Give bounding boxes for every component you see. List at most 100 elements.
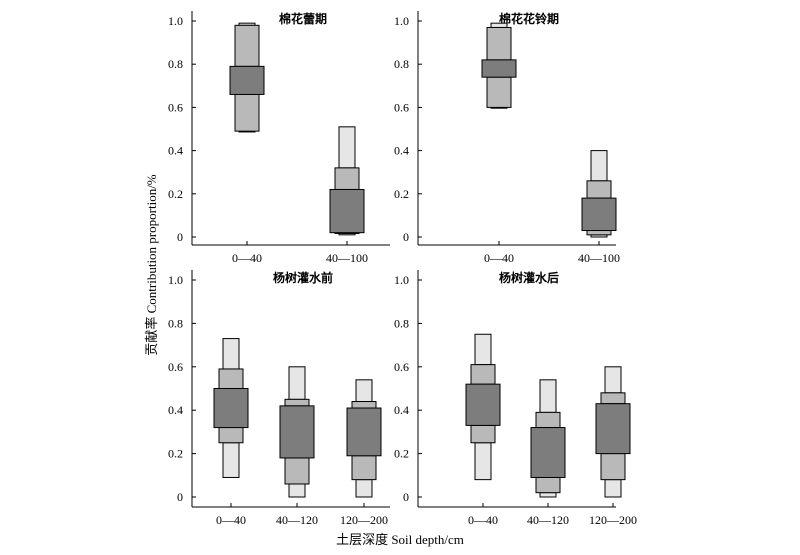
range-outer-high [474,333,492,366]
range-mid-low [351,455,377,481]
range-core [279,405,315,459]
range-mid-low [586,230,612,236]
y-tick-label: 0.2 [168,187,183,201]
range-core [213,388,249,429]
box-group-1 [465,333,501,481]
x-tick-label: 0—40 [484,251,514,265]
y-tick-label: 0 [177,230,183,244]
range-core [229,65,265,95]
panel-3: 1.0 0.8 0.6 0.4 0.2 0 0—40 40—120 120—200 杨树灌水前 [168,270,390,527]
x-tick-label: 0—40 [216,513,246,527]
y-tick-label: 0 [403,230,409,244]
range-mid-low [600,453,626,481]
range-outer-low [604,479,622,498]
x-tick-label: 40—100 [326,251,368,265]
y-tick-label: 0.8 [394,57,409,71]
range-mid-low [470,424,496,444]
panel-title: 杨树灌水后 [499,270,559,285]
y-tick-label: 0.4 [394,144,409,158]
range-mid-high [234,24,260,67]
panel-1: 1.0 0.8 0.6 0.4 0.2 0 0—40 40—100 棉花蕾期 [168,11,390,265]
y-tick-label: 0.8 [168,316,183,330]
y-tick-label: 0.6 [168,100,183,114]
y-axis-label: 贡献率 Contribution proportion/% [144,174,159,355]
y-tick-label: 0 [403,490,409,504]
y-tick-label: 0 [177,490,183,504]
y-tick-label: 0.6 [168,360,183,374]
box-group-3 [346,379,382,498]
range-outer-high [338,126,356,169]
y-tick-label: 0.6 [394,100,409,114]
y-tick-label: 1.0 [394,273,409,287]
range-mid-high [334,167,360,190]
range-mid-low [218,427,244,444]
y-tick-label: 0.4 [168,403,183,417]
range-outer-low [474,442,492,481]
box-group-2 [329,126,365,236]
x-axis-label: 土层深度 Soil depth/cm [336,532,464,547]
range-core [481,59,517,78]
y-tick-label: 1.0 [168,273,183,287]
x-tick-label: 0—40 [232,251,262,265]
box-group-1 [229,22,265,133]
range-core [329,188,365,234]
panels: 1.0 0.8 0.6 0.4 0.2 0 0—40 40—100 棉花蕾期 1.0 0.8 0.6 0… [168,11,637,527]
range-mid-high [486,26,512,61]
y-tick-label: 0.2 [394,447,409,461]
box-group-1 [213,338,249,478]
box-group-1 [481,22,517,109]
range-outer-low [355,479,373,498]
box-group-2 [279,366,315,498]
range-outer-high [490,22,508,28]
x-tick-label: 40—100 [578,251,620,265]
y-tick-label: 0.2 [168,447,183,461]
box-group-2 [530,379,566,498]
y-tick-label: 0.8 [394,316,409,330]
panel-title: 棉花花铃期 [499,11,559,26]
y-tick-label: 0.4 [394,403,409,417]
range-outer-high [222,338,240,370]
range-mid-high [535,411,561,429]
y-tick-label: 0.4 [168,144,183,158]
range-mid-high [284,398,310,407]
x-tick-label: 120—200 [589,513,637,527]
range-outer-high [604,366,622,394]
range-mid-low [284,457,310,485]
x-tick-label: 40—120 [527,513,569,527]
range-outer-high [539,379,557,413]
range-mid-high [600,392,626,405]
x-tick-label: 0—40 [468,513,498,527]
range-mid-high [351,401,377,409]
panel-4: 1.0 0.8 0.6 0.4 0.2 0 0—40 40—120 120—200 杨树灌水后 [394,270,637,527]
y-tick-label: 0.6 [394,360,409,374]
range-core [530,427,566,478]
range-core [581,197,617,232]
range-core [346,407,382,457]
box-group-3 [595,366,631,498]
panel-title: 棉花蕾期 [279,11,327,26]
range-core [465,383,501,426]
y-tick-label: 0.2 [394,187,409,201]
box-group-2 [581,150,617,238]
range-outer-low [222,442,240,478]
panel-2: 1.0 0.8 0.6 0.4 0.2 0 0—40 40—100 棉花花铃期 [394,11,620,265]
range-mid-high [470,364,496,385]
x-tick-label: 120—200 [340,513,388,527]
range-outer-high [355,379,373,403]
range-outer-low [288,483,306,498]
range-mid-low [535,476,561,494]
y-tick-label: 0.8 [168,57,183,71]
range-outer-low [539,492,557,498]
range-outer-high [590,150,608,182]
y-tick-label: 1.0 [168,14,183,28]
range-mid-high [218,368,244,390]
x-tick-label: 40—120 [276,513,318,527]
range-mid-high [586,180,612,199]
range-outer-high [288,366,306,400]
y-tick-label: 1.0 [394,14,409,28]
range-mid-low [234,93,260,132]
range-mid-low [486,76,512,108]
panel-title: 杨树灌水前 [273,270,333,285]
range-core [595,403,631,455]
